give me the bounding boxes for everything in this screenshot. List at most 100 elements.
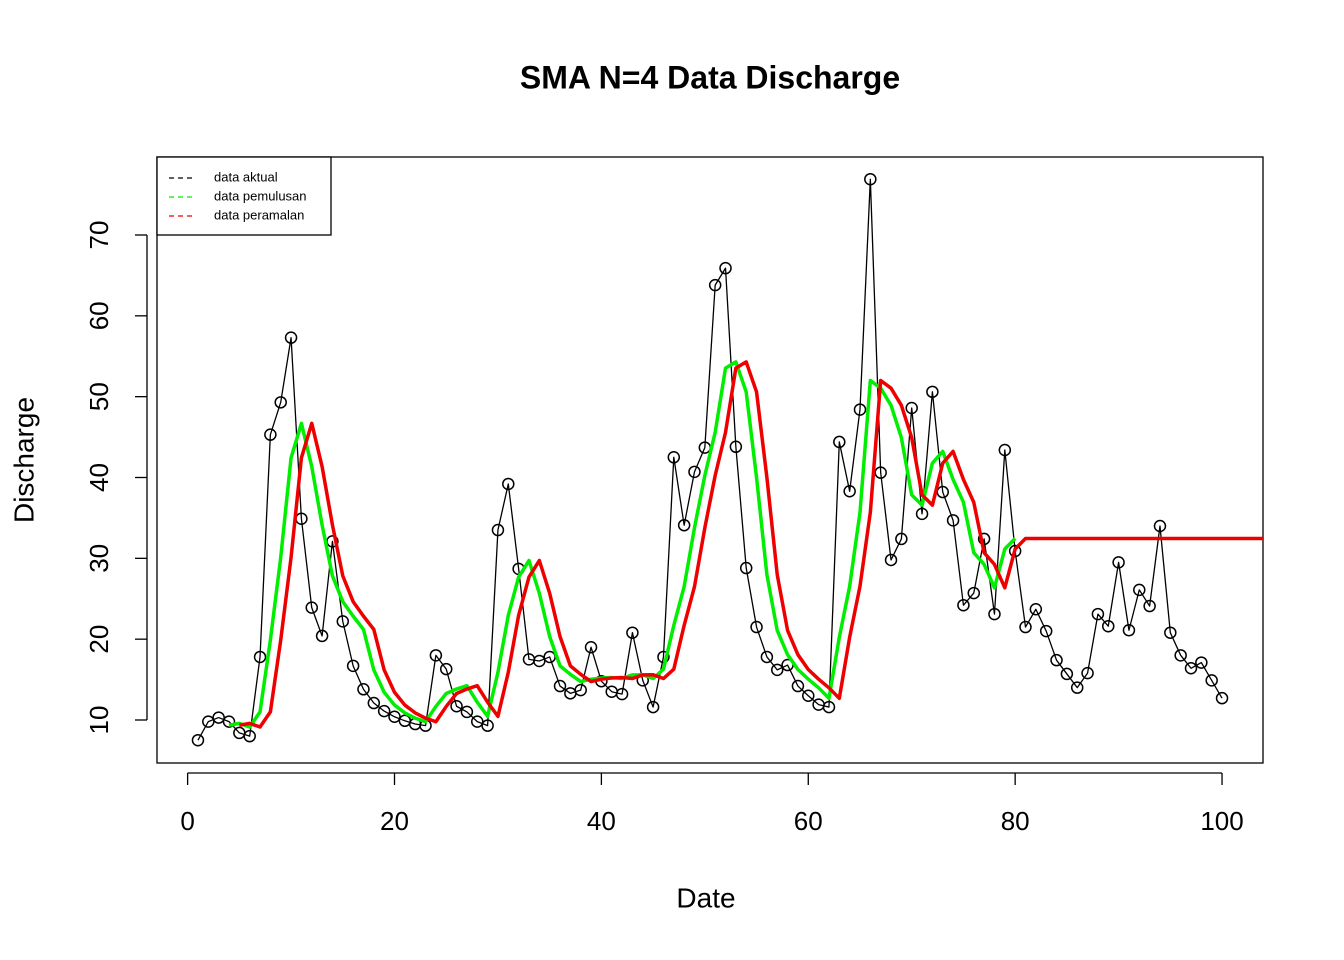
y-tick-label: 50 — [84, 382, 114, 411]
data-point — [988, 607, 1001, 621]
data-point — [202, 715, 215, 728]
data-point — [1091, 607, 1105, 621]
data-point — [646, 700, 660, 714]
series-line — [239, 360, 1263, 729]
x-tick-label: 20 — [380, 806, 409, 836]
data-point — [864, 172, 877, 186]
data-point — [626, 626, 639, 639]
y-tick-label: 10 — [84, 706, 114, 735]
data-point — [346, 659, 360, 673]
data-point — [222, 715, 236, 728]
data-point — [553, 679, 567, 693]
data-point — [264, 428, 277, 441]
data-point — [615, 687, 629, 701]
data-point — [274, 396, 287, 409]
data-point — [708, 278, 722, 292]
data-point — [1060, 667, 1074, 681]
legend: data aktual data pemulusan data peramalan — [156, 156, 332, 236]
data-point — [853, 403, 867, 416]
data-point — [584, 640, 598, 654]
data-point — [915, 507, 929, 521]
plot-frame — [156, 156, 1264, 764]
data-point — [388, 710, 401, 724]
y-tick-label: 70 — [84, 221, 114, 250]
data-point — [1019, 620, 1032, 634]
data-point — [1205, 674, 1218, 687]
data-point — [719, 261, 732, 275]
data-point — [1122, 624, 1136, 637]
x-tick-label: 100 — [1200, 806, 1243, 836]
data-point — [895, 532, 908, 546]
x-tick-label: 40 — [587, 806, 616, 836]
data-point — [957, 598, 970, 612]
data-point — [212, 711, 225, 724]
data-point — [471, 715, 484, 728]
data-point — [377, 704, 391, 718]
data-point — [822, 700, 836, 714]
plot-area — [191, 172, 1263, 747]
data-point — [367, 696, 381, 710]
data-point — [750, 620, 763, 634]
legend-box — [156, 156, 332, 236]
data-point — [1029, 603, 1043, 616]
data-point — [791, 679, 805, 693]
data-point — [315, 629, 329, 643]
y-tick-label: 60 — [84, 301, 114, 330]
data-point — [491, 523, 505, 537]
chart-title: SMA N=4 Data Discharge — [520, 59, 900, 95]
data-point — [1184, 662, 1198, 675]
y-tick-label: 30 — [84, 544, 114, 573]
data-point — [481, 719, 494, 732]
data-point — [1102, 619, 1115, 633]
data-point — [1008, 544, 1022, 558]
series-line — [228, 360, 1017, 729]
data-point — [1050, 653, 1063, 667]
x-axis-title: Date — [676, 882, 735, 913]
x-tick-label: 60 — [794, 806, 823, 836]
data-point — [946, 514, 960, 527]
data-point — [667, 451, 681, 464]
data-point — [1164, 626, 1177, 639]
data-point — [533, 654, 546, 668]
legend-label: data pemulusan — [214, 188, 307, 203]
data-point — [760, 650, 774, 664]
data-point — [677, 518, 691, 532]
data-point — [739, 561, 753, 575]
data-point — [1133, 583, 1146, 597]
data-point — [1112, 556, 1125, 569]
data-point — [502, 477, 515, 491]
data-point — [574, 683, 587, 697]
y-axis-title: Discharge — [8, 397, 39, 523]
data-point — [1215, 691, 1229, 705]
axes: 0 20 40 60 80 100 10 20 30 40 50 60 70 — [84, 221, 1244, 836]
data-point — [770, 663, 784, 677]
x-tick-label: 80 — [1001, 806, 1030, 836]
data-point — [998, 443, 1012, 457]
data-point — [905, 401, 918, 415]
data-point — [243, 729, 256, 743]
data-point — [1153, 519, 1167, 533]
x-tick-label: 0 — [180, 806, 194, 836]
data-point — [833, 435, 846, 449]
data-point — [802, 689, 815, 702]
data-point — [336, 615, 350, 628]
data-point — [450, 700, 463, 713]
data-point — [284, 331, 298, 344]
series-line — [197, 178, 1223, 741]
data-point — [729, 440, 743, 454]
data-point — [1070, 681, 1084, 694]
data-point — [429, 649, 443, 662]
data-point — [843, 484, 856, 498]
data-point — [253, 650, 267, 664]
data-point — [967, 586, 981, 600]
data-point — [1143, 599, 1156, 613]
legend-label: data peramalan — [214, 207, 304, 222]
data-point — [191, 733, 205, 747]
data-point — [884, 553, 898, 567]
data-point — [460, 705, 474, 719]
y-tick-label: 40 — [84, 463, 114, 492]
y-tick-label: 20 — [84, 625, 114, 654]
data-point — [439, 662, 453, 676]
data-point — [1081, 666, 1094, 680]
